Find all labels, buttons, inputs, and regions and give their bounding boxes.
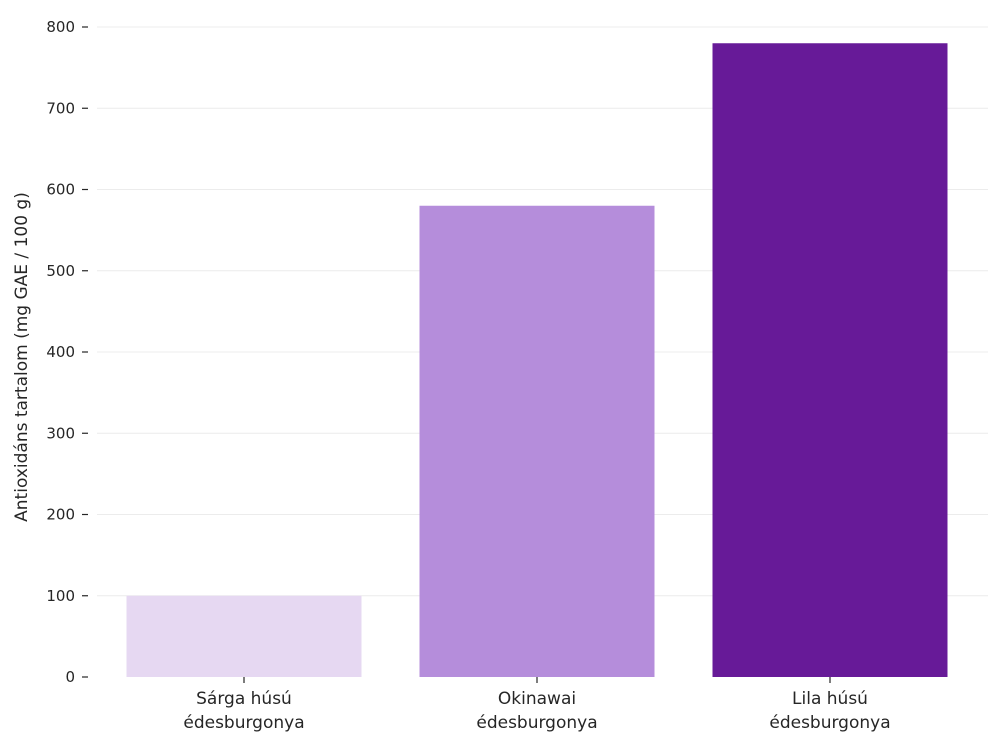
y-tick-label: 500 xyxy=(46,262,75,280)
y-tick-label: 400 xyxy=(46,343,75,361)
y-tick-label: 100 xyxy=(46,587,75,605)
x-tick-label: Sárga húsú édesburgonya xyxy=(183,689,304,733)
bar xyxy=(419,205,655,677)
y-tick-label: 200 xyxy=(46,506,75,524)
y-tick-label: 800 xyxy=(46,18,75,36)
x-tick-label: Lila húsú édesburgonya xyxy=(769,689,890,733)
bar xyxy=(126,595,362,677)
y-tick-label: 0 xyxy=(65,668,75,686)
y-tick-label: 600 xyxy=(46,181,75,199)
y-axis-title: Antioxidáns tartalom (mg GAE / 100 g) xyxy=(12,192,32,522)
y-tick-label: 300 xyxy=(46,424,75,442)
y-tick-label: 700 xyxy=(46,99,75,117)
x-tick-label: Okinawai édesburgonya xyxy=(476,689,597,733)
y-axis-ticks: 0 100 200 300 400 500 600 700 800 xyxy=(46,18,88,686)
bars xyxy=(126,43,948,677)
x-axis-ticks: Sárga húsú édesburgonya Okinawai édesburgon… xyxy=(183,677,891,733)
bar xyxy=(712,43,948,677)
